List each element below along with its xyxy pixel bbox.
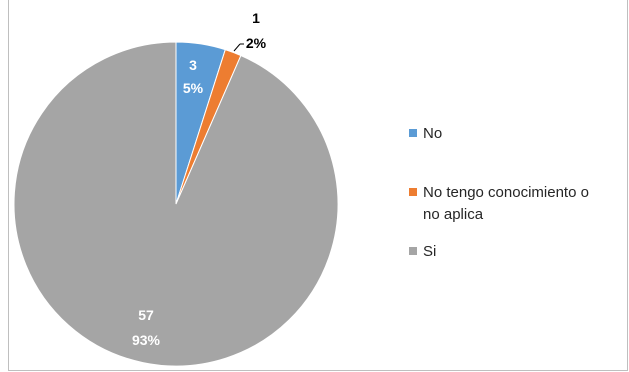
legend-label-no-tengo-line2: no aplica [423,206,484,223]
legend: No No tengo conocimiento o no aplica Si [409,125,589,260]
label-value-si: 57 [138,307,154,323]
legend-swatch-no-tengo [409,188,417,196]
label-value-no: 3 [189,57,197,73]
legend-label-si: Si [423,243,436,260]
label-percent-no: 5% [183,80,204,96]
legend-label-no: No [423,125,442,142]
label-value-no-tengo: 1 [252,10,260,26]
pie-slices [13,41,339,367]
label-percent-no-tengo: 2% [246,35,267,51]
pie-slice-si [13,41,339,367]
legend-swatch-no [409,129,417,137]
label-percent-si: 93% [132,332,161,348]
leader-line-no-tengo [233,43,241,52]
legend-swatch-si [409,247,417,255]
legend-label-no-tengo-line1: No tengo conocimiento o [423,184,589,201]
